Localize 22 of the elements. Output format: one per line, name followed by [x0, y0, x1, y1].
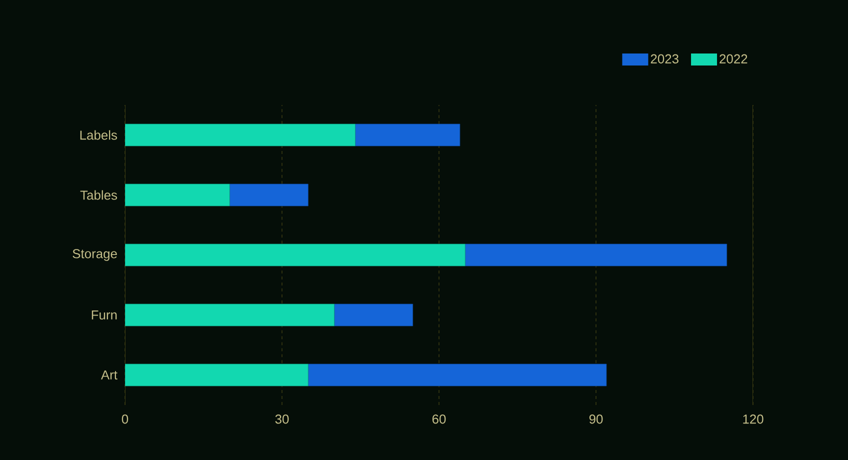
bar: [355, 124, 460, 146]
bar: [125, 124, 356, 146]
bar: [334, 304, 414, 326]
bar: [229, 184, 308, 206]
x-tick-label: 60: [432, 414, 446, 424]
legend-label: 2022: [720, 54, 748, 64]
x-tick-label: 120: [743, 414, 764, 424]
y-tick-label: Furn: [92, 310, 117, 320]
bar: [125, 364, 308, 386]
bar: [464, 244, 728, 266]
y-tick-label: Art: [100, 370, 118, 380]
x-tick-label: 30: [275, 414, 289, 424]
x-tick-label: 90: [589, 414, 603, 424]
y-tick-label: Tables: [80, 190, 118, 200]
bar: [125, 244, 466, 266]
bar: [125, 304, 335, 326]
bar: [125, 184, 230, 206]
bar: [308, 364, 607, 386]
y-tick-label: Labels: [80, 130, 118, 140]
y-tick-label: Storage: [72, 249, 117, 261]
x-tick-label: 0: [122, 414, 128, 424]
legend-label: 2023: [650, 54, 678, 64]
